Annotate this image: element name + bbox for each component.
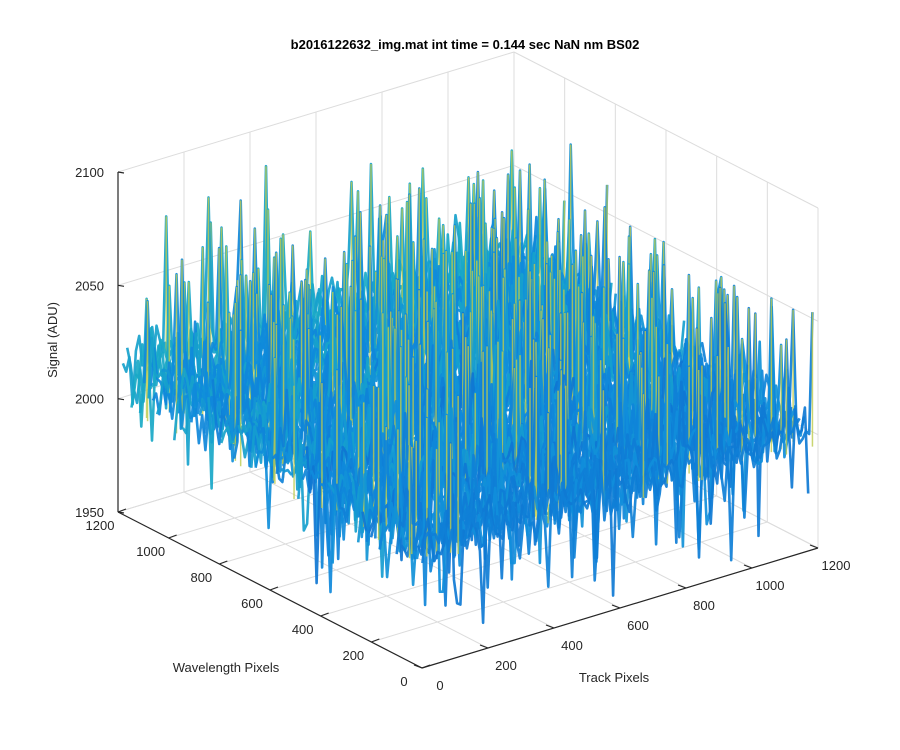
track-tick-label: 200	[495, 658, 517, 673]
surface-row	[421, 312, 814, 582]
z-tick	[117, 398, 125, 401]
floor-grid-line	[371, 521, 768, 643]
wavelength-tick	[168, 534, 177, 539]
wavelength-tick-label: 1200	[86, 518, 115, 533]
surface-plot	[121, 143, 814, 625]
z-tick	[117, 171, 125, 174]
track-tick-label: 800	[693, 598, 715, 613]
track-tick	[677, 584, 687, 589]
axes: 1950 2000 2050 2100 0 200 400 600 800 1000 1200 0 20…	[75, 165, 850, 693]
track-tick	[545, 624, 555, 629]
track-tick-label: 600	[627, 618, 649, 633]
z-axis-label: Signal (ADU)	[45, 302, 60, 378]
wavelength-tick	[219, 560, 228, 565]
z-tick-label: 2000	[75, 392, 104, 407]
back-wall-grid-line	[117, 164, 515, 286]
z-tick-label: 1950	[75, 505, 104, 520]
z-tick	[117, 284, 125, 287]
side-wall-grid-line	[513, 164, 819, 322]
wavelength-tick	[371, 638, 380, 643]
track-tick-label: 400	[561, 638, 583, 653]
track-tick	[809, 544, 819, 549]
wavelength-tick	[269, 586, 279, 591]
chart-title: b2016122632_img.mat int time = 0.144 sec…	[291, 37, 640, 52]
track-tick	[743, 564, 753, 569]
track-tick-label: 0	[436, 678, 443, 693]
track-tick-label: 1000	[756, 578, 785, 593]
wavelength-tick	[421, 664, 431, 669]
wavelength-tick-label: 1000	[136, 544, 165, 559]
wavelength-tick-label: 200	[342, 648, 364, 663]
wavelength-tick-label: 800	[190, 570, 212, 585]
back-wall-grid-line	[117, 51, 515, 173]
wavelength-axis-label: Wavelength Pixels	[173, 660, 280, 675]
wavelength-tick	[320, 612, 329, 617]
track-axis-label: Track Pixels	[579, 670, 650, 685]
wavelength-tick	[117, 508, 127, 513]
z-tick-label: 2050	[75, 278, 104, 293]
track-tick-label: 1200	[822, 558, 851, 573]
track-tick	[413, 664, 423, 669]
wavelength-tick-label: 0	[400, 674, 407, 689]
wavelength-tick-label: 600	[241, 596, 263, 611]
surface-row	[416, 380, 810, 625]
wavelength-tick-label: 400	[292, 622, 314, 637]
track-tick	[611, 604, 621, 609]
track-tick	[479, 644, 489, 649]
z-tick-label: 2100	[75, 165, 104, 180]
side-wall-grid-line	[513, 51, 819, 209]
